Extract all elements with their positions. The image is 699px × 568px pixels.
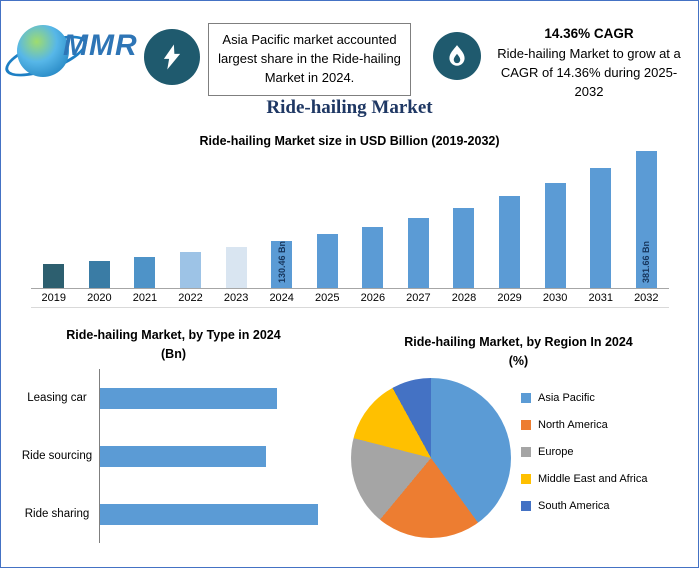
size-chart-x-axis: 2019 2020 2021 2022 2023 2024 2025 2026 2027 2028… <box>31 288 669 308</box>
type-bar-1 <box>100 445 266 467</box>
bar-2024: 130.46 Bn <box>271 240 293 288</box>
bar-2031 <box>590 168 612 288</box>
asia-pacific-highlight-box: Asia Pacific market accounted largest sh… <box>208 23 411 96</box>
bar-2027 <box>407 218 429 288</box>
legend-swatch-1 <box>521 419 531 430</box>
x-tick-2028: 2028 <box>451 292 477 304</box>
x-tick-2030: 2030 <box>542 292 568 304</box>
x-tick-2031: 2031 <box>588 292 613 304</box>
legend-item-2: Europe <box>521 443 647 460</box>
x-tick-2022: 2022 <box>178 292 203 304</box>
bar-slot-2025 <box>304 151 350 288</box>
legend-item-3: Middle East and Africa <box>521 470 647 487</box>
lightning-bolt-glyph <box>163 44 181 70</box>
region-pie-chart <box>351 378 511 538</box>
bar-slot-2026 <box>350 151 396 288</box>
legend-swatch-3 <box>521 473 531 484</box>
x-tick-2027: 2027 <box>406 292 431 304</box>
logo-text: MMR <box>63 29 138 62</box>
bar-slot-2021 <box>122 151 168 288</box>
bar-2028 <box>453 208 475 288</box>
bar-slot-2029 <box>487 151 533 288</box>
type-bar-2 <box>100 503 318 525</box>
x-tick-2023: 2023 <box>223 292 249 304</box>
globe-icon <box>17 25 69 77</box>
flame-icon <box>433 32 481 80</box>
bar-value-label-2024: 130.46 Bn <box>276 240 287 283</box>
legend-label-2: Europe <box>538 445 574 458</box>
cagr-text: Ride-hailing Market to grow at a CAGR of… <box>497 46 681 99</box>
legend-label-4: South America <box>538 499 610 512</box>
bar-slot-2019 <box>31 151 77 288</box>
size-chart-title: Ride-hailing Market size in USD Billion … <box>199 134 500 148</box>
type-bar-0 <box>100 387 277 409</box>
bar-2025 <box>316 234 338 288</box>
type-chart-title: Ride-hailing Market, by Type in 2024 (Bn… <box>16 326 331 365</box>
bar-slot-2024: 130.46 Bn <box>259 151 305 288</box>
bar-slot-2032: 381.66 Bn <box>624 151 670 288</box>
bar-2029 <box>499 196 521 288</box>
type-chart-subtitle: (Bn) <box>161 347 186 362</box>
region-legend: Asia Pacific North America Europe Middle Ea… <box>521 389 647 524</box>
type-chart-title-text: Ride-hailing Market, by Type in 2024 <box>66 328 281 342</box>
x-tick-2024: 2024 <box>269 292 294 304</box>
bar-2020 <box>88 261 110 288</box>
bar-slot-2031 <box>578 151 624 288</box>
bar-2030 <box>544 183 566 288</box>
legend-label-1: North America <box>538 418 608 431</box>
size-chart-plot: 130.46 Bn 381.66 Bn <box>31 151 669 288</box>
cagr-value: 14.36% CAGR <box>544 26 634 41</box>
lightning-icon <box>144 29 200 85</box>
bar-value-label-2032: 381.66 Bn <box>641 240 652 283</box>
type-row-1: Ride sourcing <box>15 427 331 485</box>
legend-label-0: Asia Pacific <box>538 391 595 404</box>
bar-2032: 381.66 Bn <box>635 151 657 288</box>
legend-item-4: South America <box>521 497 647 514</box>
cagr-highlight: 14.36% CAGR Ride-hailing Market to grow … <box>488 26 690 102</box>
bar-slot-2023 <box>213 151 259 288</box>
x-tick-2032: 2032 <box>634 292 659 304</box>
type-chart-plot: Leasing car Ride sourcing Ride sharing <box>15 369 331 543</box>
x-tick-2029: 2029 <box>497 292 522 304</box>
asia-pacific-highlight-text: Asia Pacific market accounted largest sh… <box>218 32 401 85</box>
type-category-label: Ride sourcing <box>21 449 93 462</box>
bar-slot-2028 <box>441 151 487 288</box>
region-chart-title-text: Ride-hailing Market, by Region In 2024 <box>404 335 633 349</box>
x-tick-2019: 2019 <box>41 292 67 304</box>
type-category-label: Ride sharing <box>24 507 90 520</box>
mmr-logo: MMR <box>1 17 151 89</box>
x-tick-2025: 2025 <box>315 292 340 304</box>
legend-swatch-4 <box>521 500 531 511</box>
legend-swatch-2 <box>521 446 531 457</box>
type-row-2: Ride sharing <box>15 485 331 543</box>
x-tick-2020: 2020 <box>87 292 112 304</box>
type-bar-zone <box>99 369 318 427</box>
bar-2019 <box>43 264 65 288</box>
page-title: Ride-hailing Market <box>266 97 433 118</box>
bar-slot-2022 <box>168 151 214 288</box>
type-bar-zone <box>99 485 318 543</box>
bar-2021 <box>134 257 156 288</box>
bar-slot-2027 <box>396 151 442 288</box>
legend-swatch-0 <box>521 392 531 403</box>
legend-item-1: North America <box>521 416 647 433</box>
bar-2022 <box>180 252 202 288</box>
region-chart-title: Ride-hailing Market, by Region In 2024 (… <box>346 333 691 372</box>
type-row-0: Leasing car <box>15 369 331 427</box>
flame-glyph <box>449 45 465 66</box>
bar-slot-2020 <box>77 151 123 288</box>
legend-label-3: Middle East and Africa <box>538 472 648 485</box>
bar-2023 <box>225 247 247 288</box>
type-category-label: Leasing car <box>27 391 87 404</box>
bar-slot-2030 <box>532 151 578 288</box>
region-chart-subtitle: (%) <box>508 354 529 369</box>
type-bar-zone <box>99 427 318 485</box>
x-tick-2026: 2026 <box>360 292 386 304</box>
legend-item-0: Asia Pacific <box>521 389 647 406</box>
x-tick-2021: 2021 <box>132 292 158 304</box>
bar-2026 <box>362 227 384 288</box>
